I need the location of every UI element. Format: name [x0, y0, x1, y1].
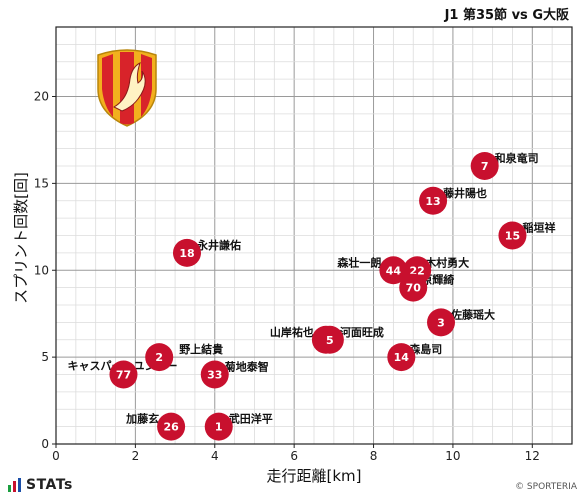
- player-point: [470, 152, 499, 180]
- footer-brand: STATs: [8, 477, 73, 493]
- point-name-label: 森壮一朗: [337, 255, 381, 269]
- plot-border: [55, 26, 573, 445]
- data-points: 713151844227031651427733261: [109, 152, 527, 441]
- y-tick-label: 5: [41, 350, 49, 364]
- player-point: [387, 343, 416, 372]
- x-tick-label: 2: [132, 449, 140, 463]
- point-name-label: 木村勇大: [424, 255, 469, 269]
- player-point: [427, 308, 456, 337]
- x-tick-label: 6: [290, 449, 298, 463]
- player-point: [379, 256, 408, 285]
- player-number-label: 5: [326, 334, 334, 347]
- crest-shield: [97, 49, 157, 127]
- y-tick-label: 10: [34, 263, 49, 277]
- player-point: [204, 412, 233, 441]
- point-name-label: 和泉竜司: [495, 151, 539, 165]
- player-number-label: 44: [386, 264, 402, 277]
- point-name-label: 稲垣祥: [522, 221, 555, 235]
- y-tick-label: 0: [41, 437, 49, 451]
- player-point: [200, 360, 229, 389]
- player-number-label: 70: [406, 282, 422, 295]
- player-point: [315, 325, 344, 354]
- player-number-label: 7: [481, 160, 489, 173]
- player-point: [419, 186, 448, 215]
- y-axis-label: スプリント回数[回]: [12, 172, 30, 304]
- x-tick-label: 0: [52, 449, 60, 463]
- point-name-label: 加藤玄: [125, 412, 159, 426]
- point-name-label: 森島司: [409, 342, 442, 356]
- point-name-label: 武田洋平: [229, 412, 273, 426]
- point-name-label: 菊地泰智: [225, 360, 269, 374]
- point-name-label: 山岸祐也: [270, 325, 314, 339]
- player-number-label: 26: [163, 421, 179, 434]
- x-tick-label: 4: [211, 449, 219, 463]
- player-point: [399, 273, 428, 302]
- chart-title: J1 第35節 vs G大阪: [444, 8, 569, 23]
- point-name-label: 永井謙佑: [196, 238, 241, 252]
- point-name-label: 佐藤瑶大: [450, 307, 495, 321]
- player-number-label: 2: [155, 351, 163, 364]
- x-axis-label: 走行距離[km]: [266, 467, 361, 485]
- player-number-label: 14: [394, 351, 410, 364]
- plot-frame: [55, 26, 573, 445]
- player-number-label: 77: [116, 369, 131, 382]
- player-number-label: 18: [179, 247, 194, 260]
- y-tick-label: 20: [34, 90, 49, 104]
- player-point: [498, 221, 527, 250]
- player-point: [157, 412, 186, 441]
- point-name-label: 河面旺成: [340, 325, 384, 339]
- player-point: [145, 343, 174, 372]
- player-point: [109, 360, 138, 389]
- player-number-label: 15: [505, 230, 520, 243]
- player-number-label: 13: [425, 195, 440, 208]
- point-name-label: 野上結貴: [179, 342, 223, 356]
- x-tick-label: 12: [525, 449, 540, 463]
- y-tick-label: 15: [34, 176, 49, 190]
- stats-bars-icon: [8, 478, 21, 492]
- brand-label: STATs: [26, 477, 73, 493]
- grid: [55, 26, 573, 445]
- footer-credit: © SPORTERIA: [515, 482, 577, 492]
- player-number-label: 3: [437, 316, 445, 329]
- point-name-label: 藤井陽也: [443, 186, 487, 200]
- x-tick-label: 8: [370, 449, 378, 463]
- club-crest-icon: [97, 49, 157, 127]
- x-tick-label: 10: [445, 449, 460, 463]
- player-number-label: 33: [207, 369, 222, 382]
- player-point: [172, 238, 201, 267]
- player-number-label: 1: [215, 421, 223, 434]
